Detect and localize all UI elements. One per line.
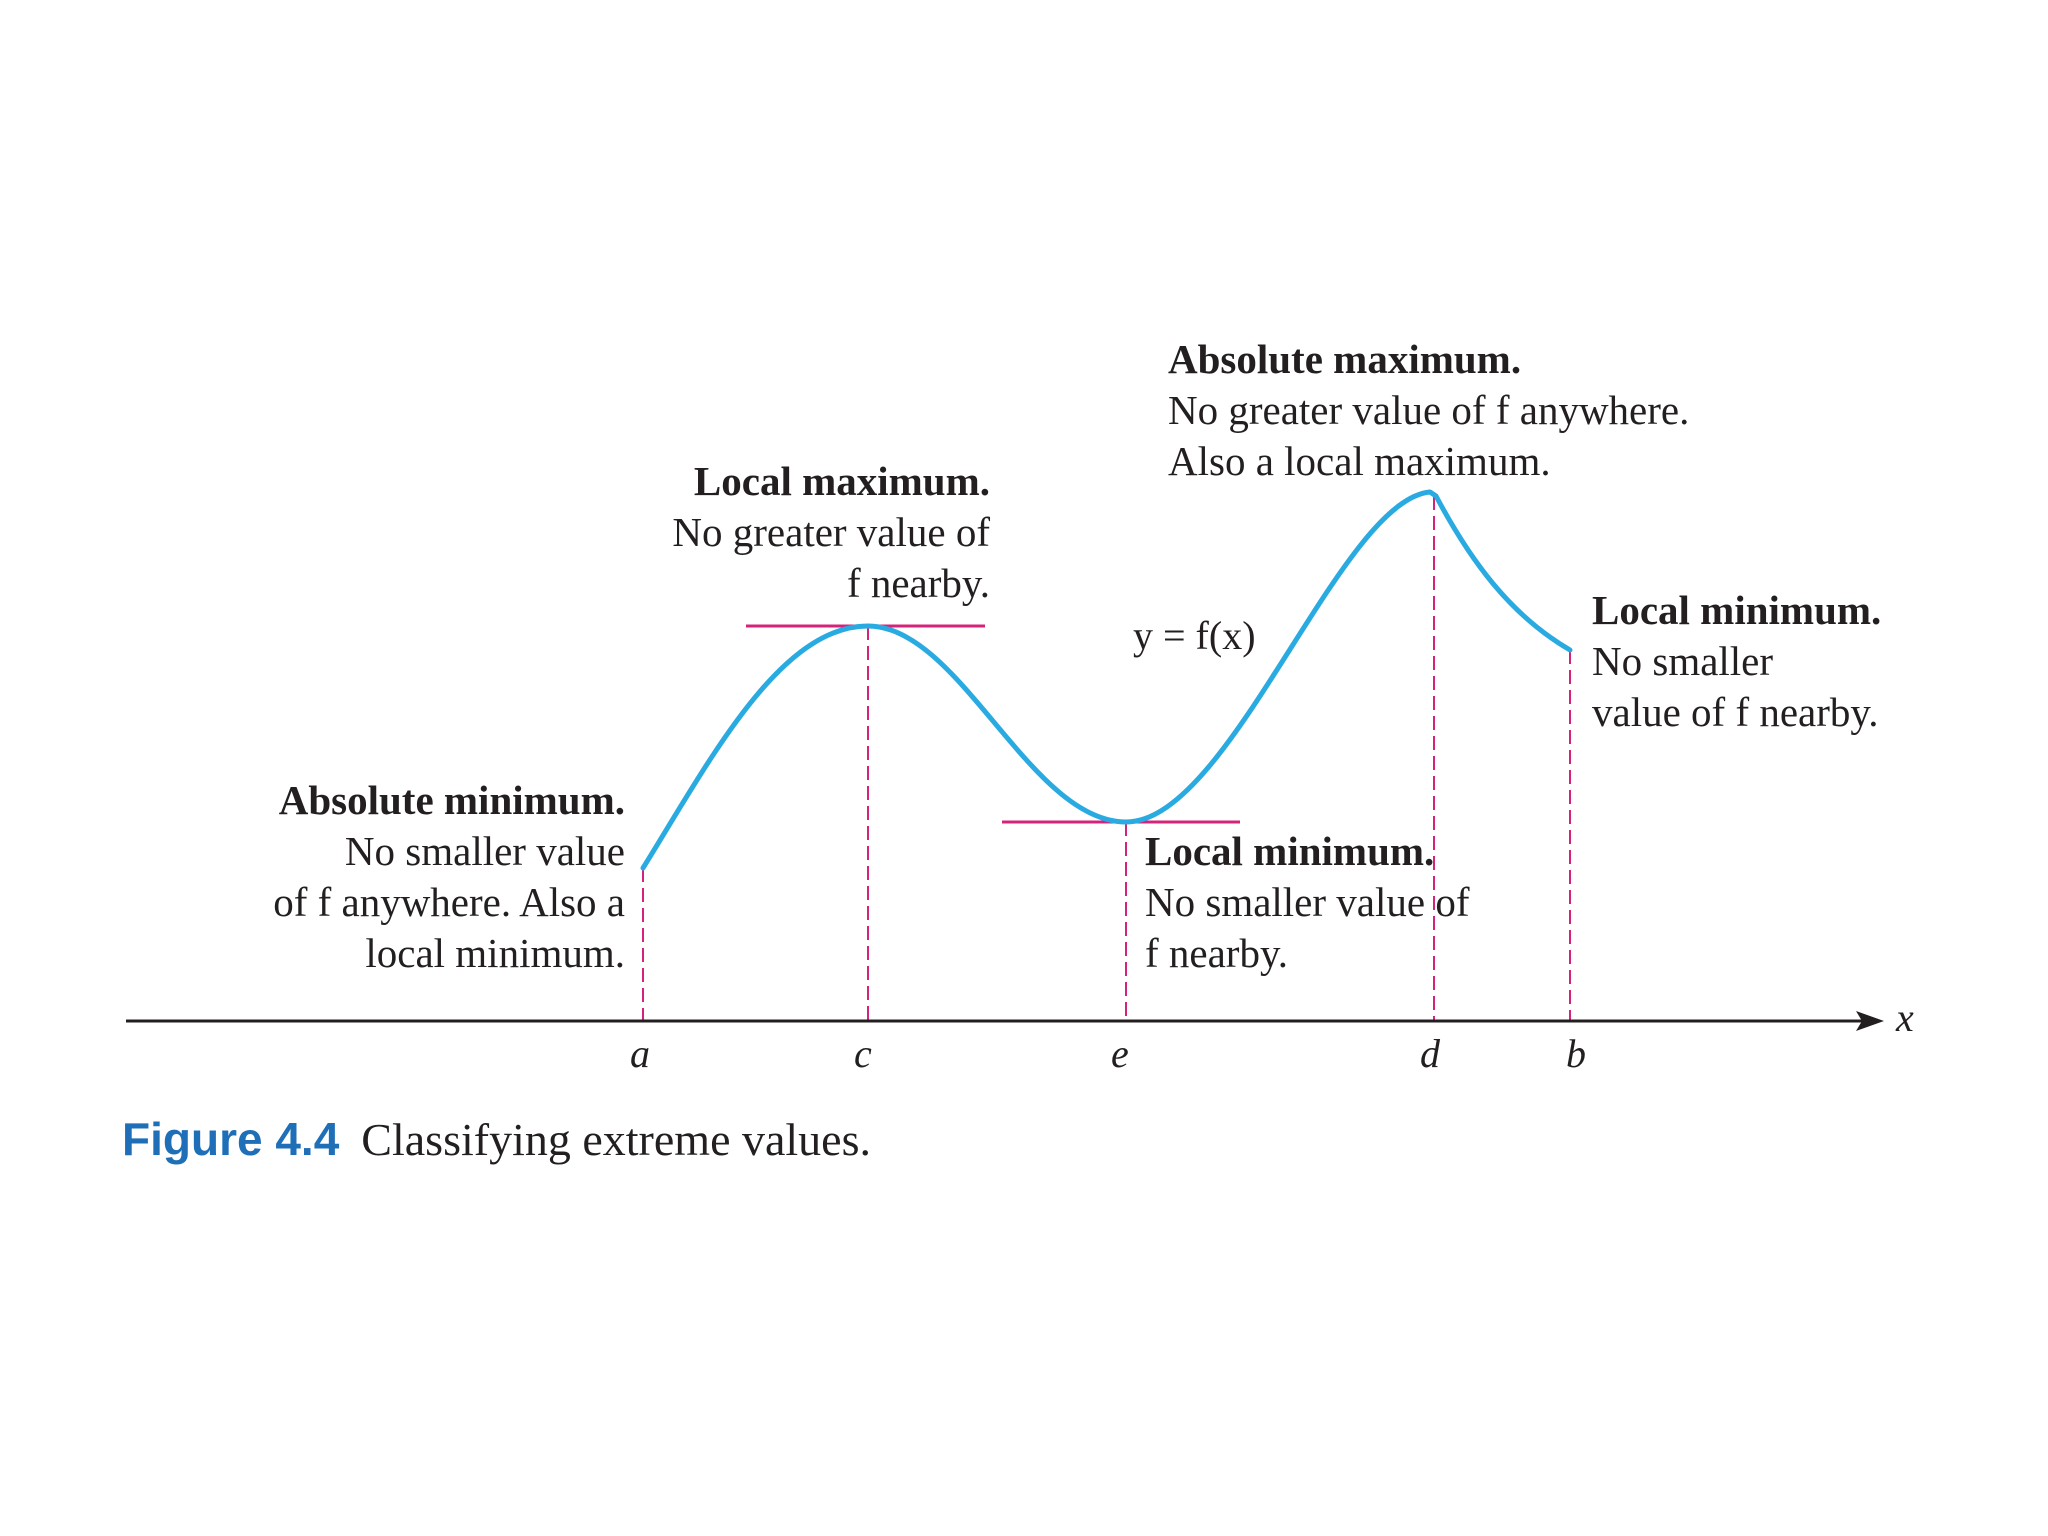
annotation-line: No greater value of f anywhere. — [1168, 387, 1690, 433]
annotation-line: local minimum. — [365, 930, 625, 976]
annotation-line: value of f nearby. — [1592, 689, 1879, 735]
annotation-line: f nearby. — [1145, 930, 1289, 976]
annotation-absolute-maximum: Absolute maximum. No greater value of f … — [1168, 334, 1689, 487]
figure-number: Figure 4.4 — [122, 1113, 340, 1165]
tick-label-c: c — [854, 1031, 872, 1076]
curve-label: y = f(x) — [1133, 613, 1256, 658]
annotation-line: No greater value of — [672, 509, 990, 555]
figure-caption: Figure 4.4 Classifying extreme values. — [122, 1112, 871, 1166]
figure-caption-text: Classifying extreme values. — [361, 1114, 872, 1165]
x-axis-name: x — [1896, 995, 1914, 1040]
annotation-local-minimum-middle: Local minimum. No smaller value of f nea… — [1145, 826, 1469, 979]
tick-label-e: e — [1111, 1031, 1129, 1076]
annotation-line: of f anywhere. Also a — [273, 879, 625, 925]
annotation-absolute-minimum: Absolute minimum. No smaller value of f … — [140, 775, 625, 979]
annotation-heading: Local minimum. — [1592, 587, 1882, 633]
annotation-line: No smaller value of — [1145, 879, 1470, 925]
function-curve — [640, 489, 1573, 871]
annotation-line: No smaller — [1592, 638, 1774, 684]
annotation-line: No smaller value — [344, 828, 625, 874]
tick-label-a: a — [630, 1031, 650, 1076]
x-axis-arrowhead — [1856, 1011, 1884, 1031]
annotation-heading: Local maximum. — [693, 458, 990, 504]
annotation-line: Also a local maximum. — [1168, 438, 1551, 484]
annotation-heading: Local minimum. — [1145, 828, 1435, 874]
annotation-heading: Absolute minimum. — [278, 777, 625, 823]
annotation-local-maximum: Local maximum. No greater value of f nea… — [560, 456, 990, 609]
annotation-local-minimum-right: Local minimum. No smaller value of f nea… — [1592, 585, 1881, 738]
annotation-heading: Absolute maximum. — [1168, 336, 1522, 382]
tick-label-b: b — [1566, 1031, 1586, 1076]
tick-label-d: d — [1420, 1031, 1440, 1076]
annotation-line: f nearby. — [846, 560, 990, 606]
